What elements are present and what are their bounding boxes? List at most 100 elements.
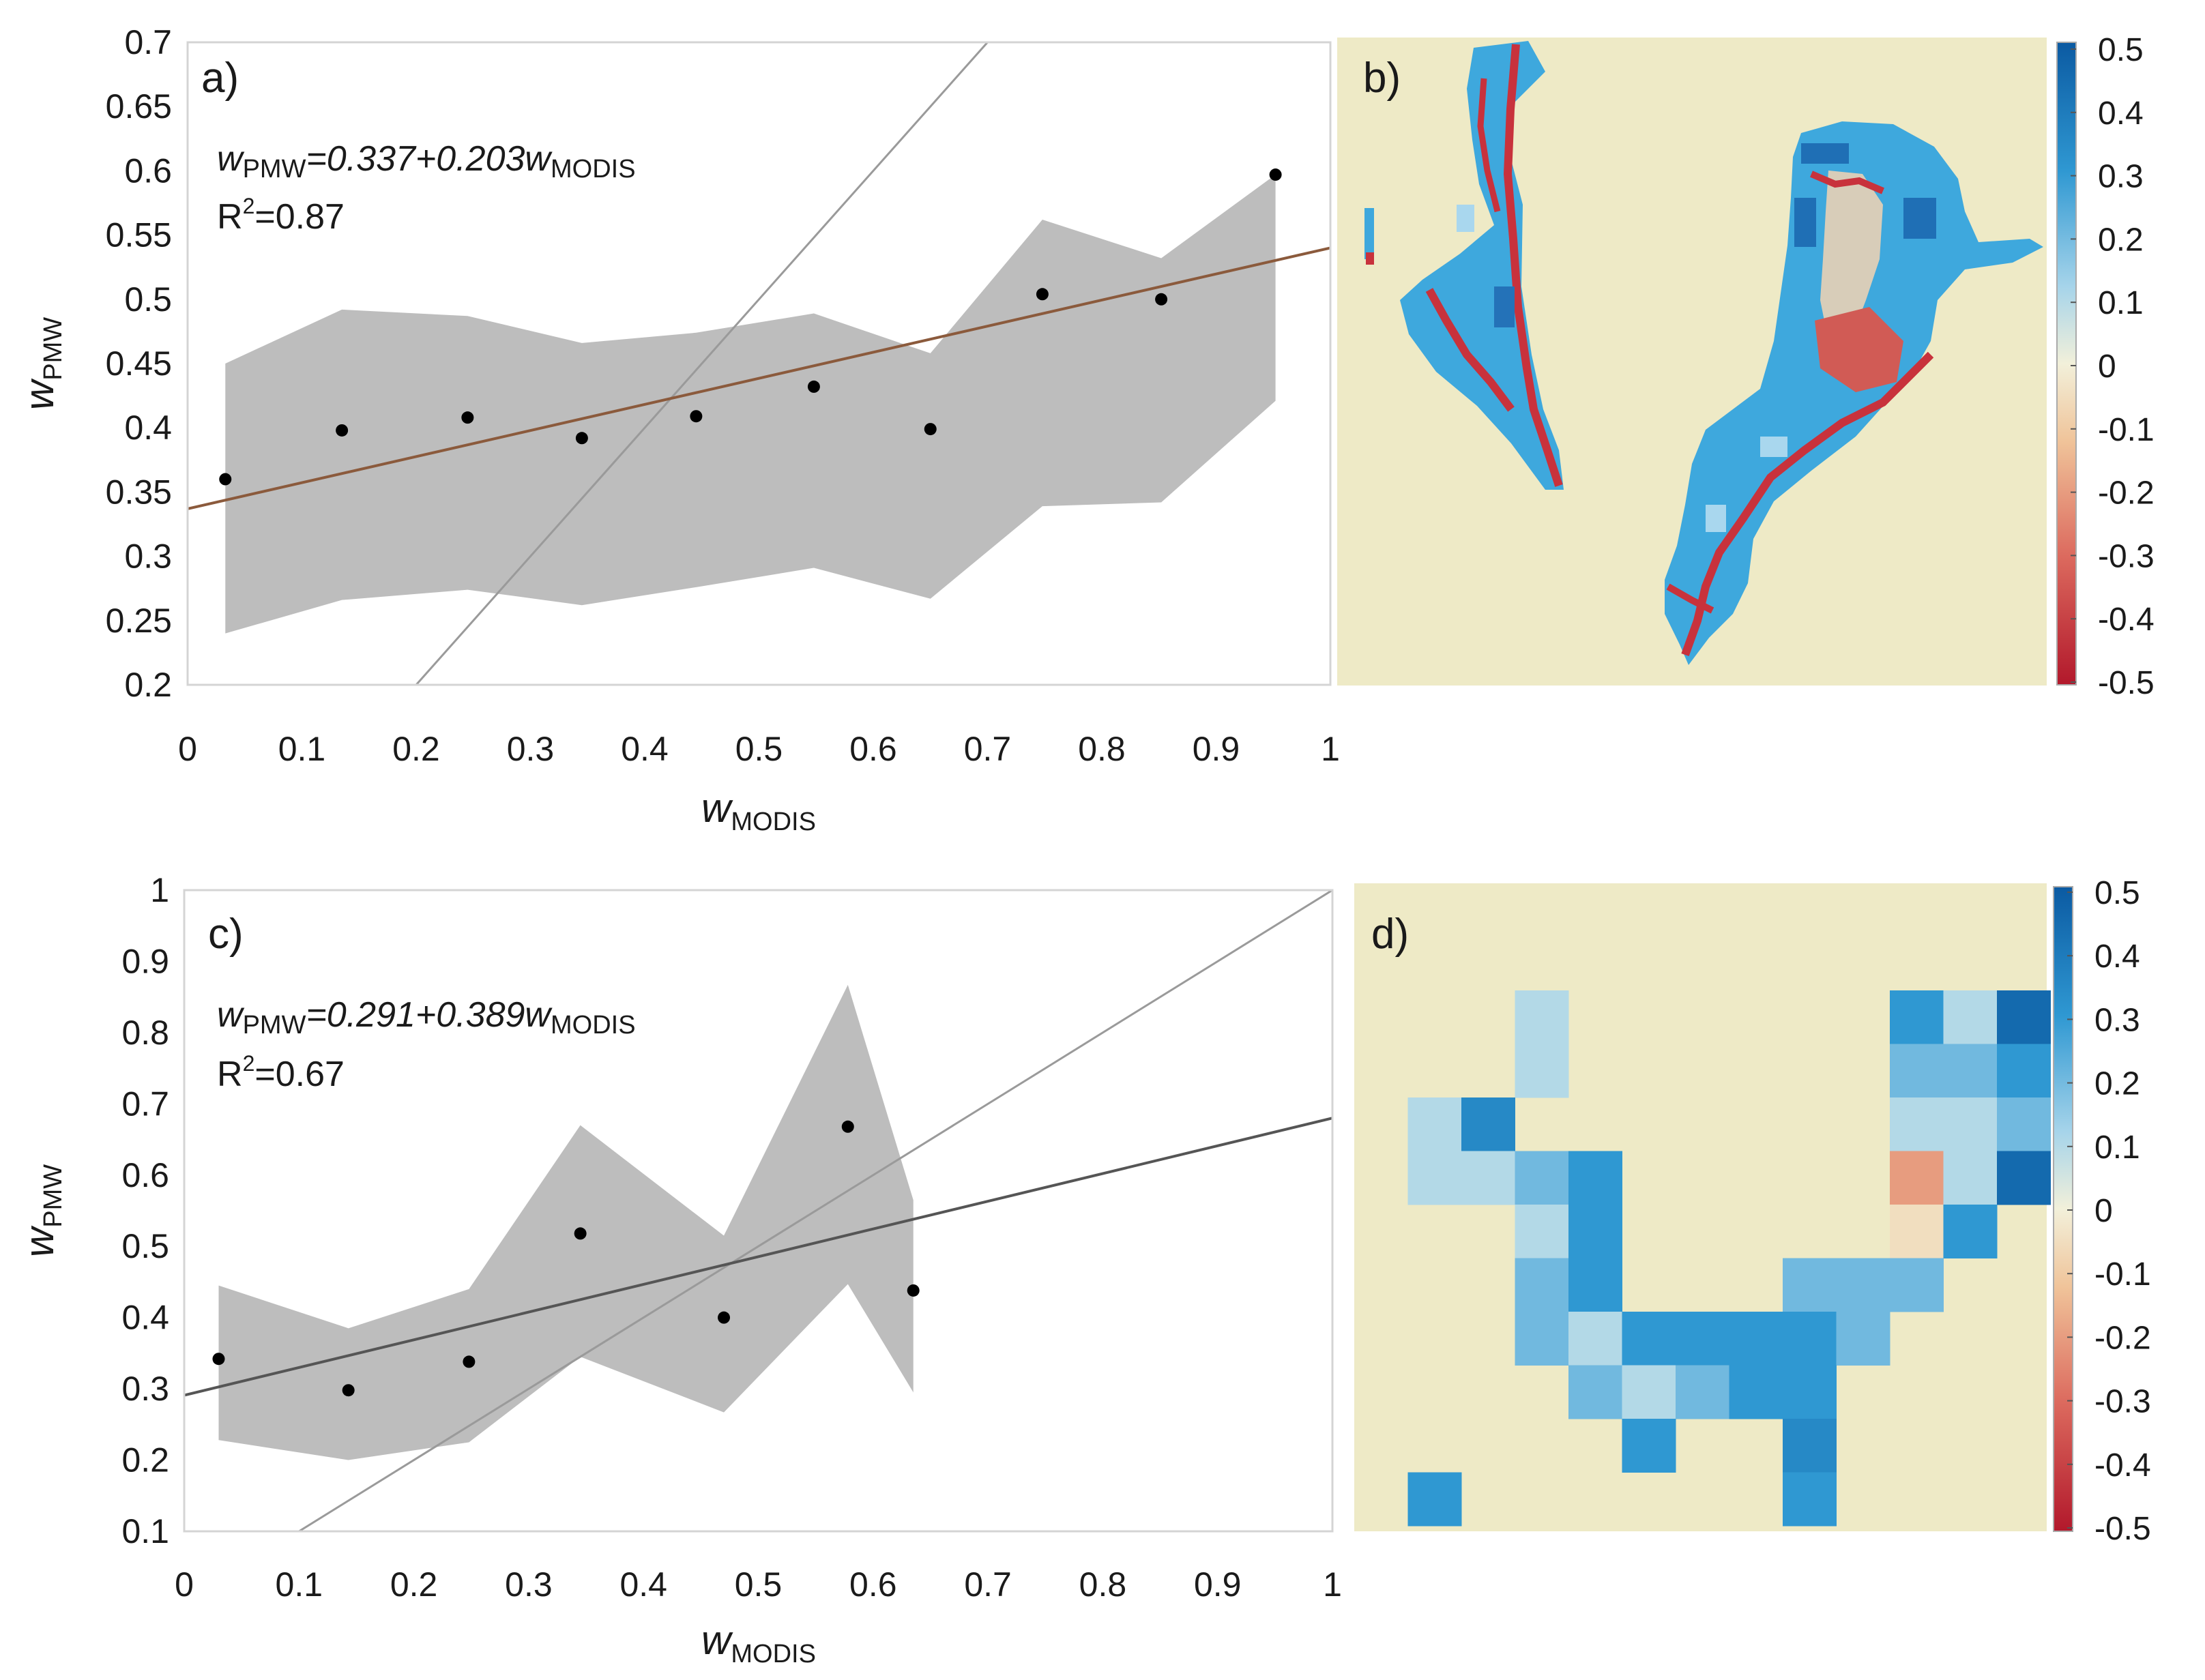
panel-d-cell [1783, 1365, 1837, 1419]
panel-a-label: a) [201, 55, 239, 102]
panel-a-x-tick-label: 0.3 [507, 730, 555, 768]
panel-d-cell [1943, 1205, 1998, 1258]
panel-c-y-tick-label: 0.2 [121, 1441, 169, 1479]
panel-d-grid-cells [1407, 990, 2051, 1527]
panel-b-colorbar-bar [2057, 42, 2076, 685]
panel-c-x-ticks: 0 0.1 0.2 0.3 0.4 0.5 0.6 0.7 0.8 0.9 1 [175, 1565, 1342, 1604]
panel-b-colorbar-ticks: 0.5 0.4 0.3 0.2 0.1 0 -0.1 -0.2 -0.3 -0.4 -0.5 [2071, 32, 2155, 701]
d-cbticks-label: -0.2 [2094, 1320, 2151, 1356]
d-cbticks-label: 0 [2094, 1193, 2113, 1229]
panel-d-cell [1515, 1258, 1569, 1312]
panel-a-y-axis-label: wPMW [16, 317, 68, 410]
panel-d-cell [1676, 1312, 1729, 1366]
panel-d-cell [1515, 990, 1569, 1044]
panel-c-equation: wPMW=0.291+0.389wMODIS [217, 995, 636, 1040]
panel-c-fit-line [184, 1117, 1332, 1397]
panel-d-cell [1515, 1205, 1569, 1258]
panel-a-axes-frame [186, 41, 1332, 686]
panel-a-x-tick-label: 0.8 [1078, 730, 1126, 768]
panel-d-cell [1568, 1365, 1622, 1419]
panel-b-right-dark-top [1801, 143, 1849, 164]
d-cbticks-label: 0.3 [2094, 1002, 2140, 1038]
panel-b-label: b) [1363, 55, 1401, 102]
panel-a-x-tick-label: 0.4 [621, 730, 669, 768]
panel-d-cell [1890, 990, 1944, 1044]
panel-a-x-tick-label: 0.2 [392, 730, 440, 768]
panel-a-y-tick-label: 0.3 [124, 537, 172, 576]
panel-d-cell [1890, 1044, 1944, 1098]
panel-c-x-axis-label: wMODIS [701, 1617, 816, 1668]
panel-a-x-tick-label: 0 [178, 730, 197, 768]
panel-a-x-axis-label: wMODIS [701, 785, 816, 836]
panel-c-y-tick-label: 1 [150, 871, 169, 909]
panel-a-y-tick-label: 0.35 [106, 473, 172, 511]
panel-c-x-tick-label: 0.1 [276, 1565, 323, 1604]
panel-b-left-river-upper [1477, 78, 1501, 213]
panel-c-x-tick-label: 0.6 [849, 1565, 897, 1604]
panel-d-cell [1890, 1151, 1944, 1205]
panel-b-left-islet-blue [1364, 208, 1374, 259]
panel-a-point-1 [336, 424, 349, 437]
panel-b-right-dark-right [1903, 198, 1936, 239]
panel-c-y-tick-label: 0.1 [121, 1512, 169, 1550]
panel-b-left-river-main [1503, 44, 1563, 487]
panel-c-point-2 [463, 1355, 476, 1368]
panel-c-uncertainty-band [218, 984, 914, 1460]
panel-c-y-tick-label: 0.8 [121, 1014, 169, 1052]
panel-a: 0 0.1 0.2 0.3 0.4 0.5 0.6 0.7 0.8 0.9 1 0.2 0.25 0.3… [16, 23, 1340, 836]
panel-b-left-river-branch [1425, 288, 1515, 412]
panel-d: 0.5 0.4 0.3 0.2 0.1 0 -0.1 -0.2 -0.3 -0.4 -0.5 d) [1354, 875, 2151, 1547]
panel-a-x-tick-label: 0.5 [735, 730, 783, 768]
panel-b-left-islet-red [1366, 252, 1374, 265]
panel-b-right-red-centre [1815, 307, 1903, 392]
panel-d-colorbar-ticks: 0.5 0.4 0.3 0.2 0.1 0 -0.1 -0.2 -0.3 -0.4 -0.5 [2067, 875, 2151, 1547]
panel-c-label: c) [208, 911, 244, 958]
panel-c-x-tick-label: 0.9 [1194, 1565, 1242, 1604]
b-cbticks-label: 0 [2098, 349, 2116, 385]
b-cbticks-label: -0.4 [2098, 602, 2155, 638]
panel-b-colorbar-frame [2056, 42, 2077, 686]
panel-b-right-region [1665, 121, 2043, 665]
panel-a-band-layer [225, 175, 1276, 634]
panel-c-y-tick-label: 0.5 [121, 1227, 169, 1265]
panel-c-x-tick-label: 0.5 [735, 1565, 783, 1604]
panel-d-cell [1783, 1258, 1837, 1312]
panel-a-x-ticks: 0 0.1 0.2 0.3 0.4 0.5 0.6 0.7 0.8 0.9 1 [178, 730, 1340, 768]
panel-a-y-ticks: 0.2 0.25 0.3 0.35 0.4 0.45 0.5 0.55 0.6 0.65 0.7 [106, 23, 172, 704]
panel-c-point-3 [574, 1227, 587, 1240]
panel-c-r2: R2=0.67 [217, 1051, 345, 1094]
panel-c-x-tick-label: 0.2 [390, 1565, 438, 1604]
panel-a-uncertainty-band [225, 175, 1276, 634]
b-cbticks-label: 0.4 [2098, 95, 2144, 132]
panel-a-y-tick-label: 0.45 [106, 344, 172, 383]
panel-a-point-9 [1269, 168, 1282, 181]
panel-c-points [212, 1120, 920, 1397]
panel-d-cell [1515, 1044, 1569, 1098]
panel-a-point-8 [1155, 293, 1168, 306]
panel-c-point-0 [212, 1353, 225, 1366]
panel-d-label: d) [1371, 911, 1409, 958]
panel-c-point-6 [907, 1284, 920, 1297]
panel-d-cell [1407, 1151, 1462, 1205]
b-cbticks-label: -0.3 [2098, 538, 2155, 574]
panel-a-y-tick-label: 0.2 [124, 666, 172, 704]
panel-a-y-tick-label: 0.55 [106, 216, 172, 254]
panel-d-colorbar-frame [2053, 886, 2073, 1532]
panel-a-point-7 [1036, 288, 1049, 301]
d-cbticks-label: 0.5 [2094, 875, 2140, 911]
panel-b-left-region [1400, 41, 1564, 490]
b-cbticks-label: 0.3 [2098, 159, 2144, 195]
panel-d-cell [1407, 1097, 1462, 1151]
panel-d-cell [1836, 1258, 1890, 1312]
panel-d-cell [1568, 1258, 1622, 1312]
panel-d-cell [1783, 1472, 1837, 1527]
b-cbticks-label: 0.5 [2098, 32, 2144, 68]
panel-d-cell [1729, 1312, 1783, 1366]
panel-a-point-2 [461, 411, 474, 424]
panel-a-x-tick-label: 0.1 [278, 730, 326, 768]
panel-a-y-tick-label: 0.6 [124, 151, 172, 190]
panel-c-y-tick-label: 0.3 [121, 1370, 169, 1408]
panel-c: 0 0.1 0.2 0.3 0.4 0.5 0.6 0.7 0.8 0.9 1 0.10.20.30… [16, 871, 1342, 1668]
panel-c-axes-frame [183, 889, 1334, 1533]
panel-a-y-tick-label: 0.25 [106, 602, 172, 640]
